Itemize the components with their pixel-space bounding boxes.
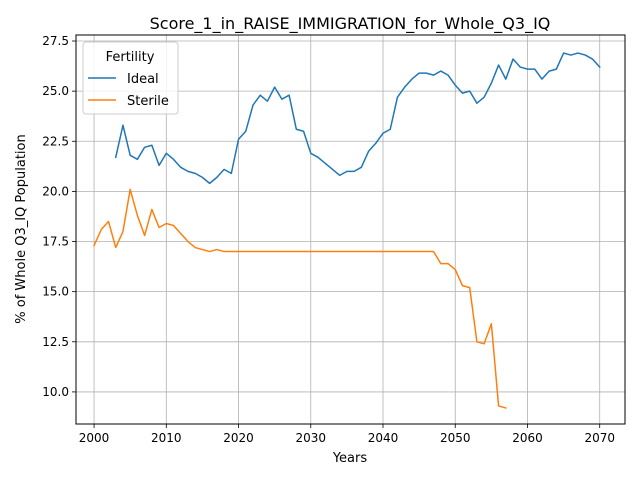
y-tick-label: 10.0 (42, 385, 69, 399)
y-tick-label: 22.5 (42, 134, 69, 148)
y-tick-label: 17.5 (42, 235, 69, 249)
chart-title: Score_1_in_RAISE_IMMIGRATION_for_Whole_Q… (150, 14, 551, 34)
plot-frame (75, 34, 626, 425)
x-tick-label: 2020 (223, 431, 254, 445)
y-axis-label: % of Whole Q3_IQ Population (14, 134, 29, 323)
series-line-sterile (93, 188, 507, 409)
tick-layer: 2000 2010 2020 2030 2040 2050 2060 2070 10.0 12.5… (42, 34, 615, 445)
y-tick-label: 20.0 (42, 184, 69, 198)
legend-label-sterile: Sterile (127, 94, 169, 109)
y-tick-label: 15.0 (42, 285, 69, 299)
legend-title: Fertility (106, 50, 155, 65)
x-tick-label: 2030 (295, 431, 326, 445)
legend-box (82, 41, 179, 115)
y-tick-label: 25.0 (42, 84, 69, 98)
x-tick-label: 2040 (368, 431, 399, 445)
legend-label-ideal: Ideal (127, 72, 159, 87)
x-tick-label: 2070 (584, 431, 615, 445)
x-tick-label: 2000 (79, 431, 110, 445)
x-axis-label: Years (332, 451, 368, 466)
grid-layer (76, 35, 625, 424)
y-tick-label: 12.5 (42, 335, 69, 349)
series-line-ideal (114, 52, 601, 185)
x-tick-label: 2060 (512, 431, 543, 445)
x-tick-label: 2050 (440, 431, 471, 445)
x-tick-label: 2010 (151, 431, 182, 445)
y-tick-label: 27.5 (42, 34, 69, 48)
legend: Fertility Ideal Sterile (82, 41, 179, 115)
series-layer (93, 52, 601, 409)
